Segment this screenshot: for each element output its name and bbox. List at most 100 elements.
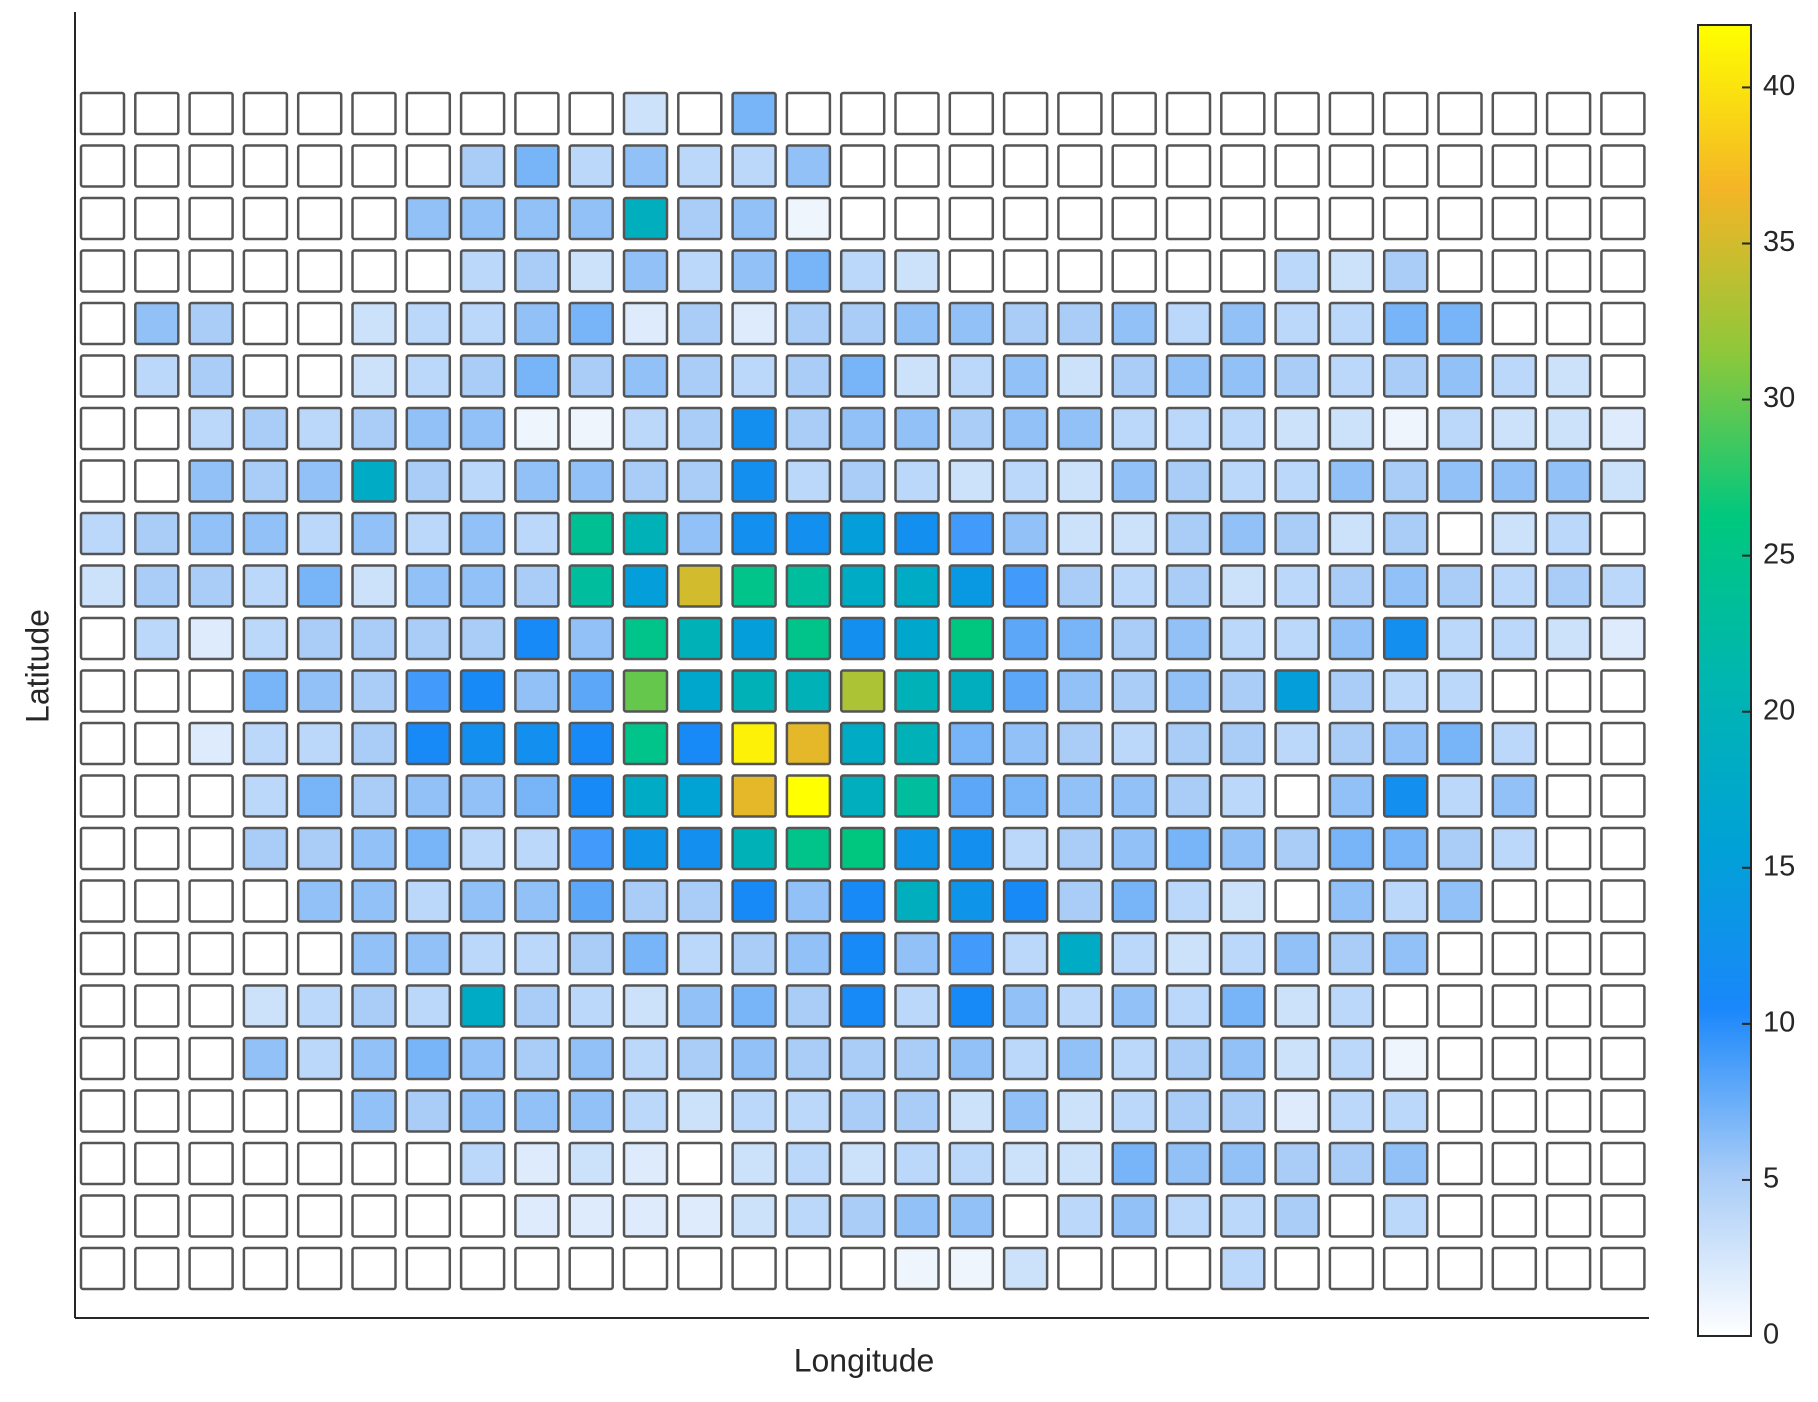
heatmap-cell bbox=[677, 459, 723, 503]
heatmap-cell bbox=[1600, 616, 1646, 661]
heatmap-cell bbox=[514, 616, 560, 661]
heatmap-cell bbox=[1328, 511, 1375, 556]
heatmap-cell bbox=[1057, 249, 1103, 293]
heatmap-cell bbox=[514, 301, 560, 346]
heatmap-cell bbox=[351, 196, 397, 241]
heatmap-cell bbox=[188, 1194, 234, 1238]
heatmap-cell bbox=[1545, 826, 1592, 871]
heatmap-cell bbox=[1491, 984, 1538, 1028]
heatmap-cell bbox=[188, 1246, 234, 1291]
heatmap-cell bbox=[731, 879, 777, 923]
heatmap-cell bbox=[1382, 511, 1429, 556]
heatmap-cell bbox=[459, 931, 506, 976]
heatmap-cell bbox=[405, 406, 452, 451]
heatmap-cell bbox=[894, 354, 940, 398]
colorbar bbox=[1697, 24, 1752, 1337]
heatmap-cell bbox=[568, 564, 614, 608]
heatmap-cell bbox=[1057, 459, 1103, 503]
heatmap-cell bbox=[1437, 826, 1483, 871]
heatmap-cell bbox=[894, 931, 940, 976]
colorbar-tick-label: 15 bbox=[1763, 850, 1795, 882]
heatmap-cell bbox=[1165, 616, 1212, 661]
heatmap-cell bbox=[1165, 564, 1212, 608]
heatmap-cell bbox=[1274, 564, 1320, 608]
heatmap-cell bbox=[1111, 984, 1157, 1028]
heatmap-cell bbox=[296, 826, 343, 871]
heatmap-cell bbox=[188, 669, 234, 713]
heatmap-cell bbox=[731, 511, 777, 556]
heatmap-cell bbox=[1491, 879, 1538, 923]
heatmap-cell bbox=[1220, 301, 1266, 346]
heatmap-cell bbox=[1600, 721, 1646, 766]
heatmap-cell bbox=[1165, 984, 1212, 1028]
heatmap-cell bbox=[622, 1194, 669, 1238]
heatmap-cell bbox=[1545, 984, 1592, 1028]
heatmap-cell bbox=[1437, 144, 1483, 188]
heatmap-cell bbox=[948, 459, 995, 503]
heatmap-cell bbox=[1165, 301, 1212, 346]
heatmap-cell bbox=[134, 564, 180, 608]
heatmap-cell bbox=[1437, 879, 1483, 923]
heatmap-cell bbox=[514, 879, 560, 923]
heatmap-cell bbox=[1491, 196, 1538, 241]
heatmap-cell bbox=[1165, 774, 1212, 818]
heatmap-cell bbox=[785, 931, 832, 976]
heatmap-cell bbox=[134, 721, 180, 766]
heatmap-cell bbox=[405, 721, 452, 766]
heatmap-cell bbox=[1274, 354, 1320, 398]
heatmap-cell bbox=[242, 1246, 289, 1291]
heatmap-cell bbox=[188, 354, 234, 398]
heatmap-cell bbox=[948, 301, 995, 346]
heatmap-cell bbox=[1057, 1194, 1103, 1238]
heatmap-cell bbox=[839, 301, 886, 346]
heatmap-cell bbox=[514, 564, 560, 608]
heatmap-cell bbox=[731, 1089, 777, 1133]
heatmap-cell bbox=[296, 984, 343, 1028]
heatmap-cell bbox=[1057, 1036, 1103, 1081]
heatmap-cell bbox=[1328, 459, 1375, 503]
heatmap-cell bbox=[296, 511, 343, 556]
heatmap-cell bbox=[1111, 879, 1157, 923]
heatmap-cell bbox=[1382, 301, 1429, 346]
heatmap-cell bbox=[79, 721, 126, 766]
heatmap-cell bbox=[731, 301, 777, 346]
colorbar-tick-label: 30 bbox=[1763, 382, 1795, 414]
heatmap-cell bbox=[1600, 1089, 1646, 1133]
heatmap-cell bbox=[459, 616, 506, 661]
heatmap-cell bbox=[1057, 564, 1103, 608]
heatmap-cell bbox=[894, 1194, 940, 1238]
heatmap-cell bbox=[351, 406, 397, 451]
heatmap-cell bbox=[1111, 459, 1157, 503]
heatmap-cell bbox=[622, 826, 669, 871]
heatmap-cell bbox=[1545, 249, 1592, 293]
heatmap-cell bbox=[1437, 931, 1483, 976]
heatmap-cell bbox=[839, 1089, 886, 1133]
heatmap-cell bbox=[622, 616, 669, 661]
heatmap-cell bbox=[1220, 1194, 1266, 1238]
heatmap-cell bbox=[242, 144, 289, 188]
heatmap-cell bbox=[242, 721, 289, 766]
heatmap-cell bbox=[1437, 1089, 1483, 1133]
heatmap-cell bbox=[894, 721, 940, 766]
heatmap-cell bbox=[296, 564, 343, 608]
heatmap-cell bbox=[1545, 1246, 1592, 1291]
heatmap-cell bbox=[731, 91, 777, 136]
heatmap-cell bbox=[1274, 1246, 1320, 1291]
heatmap-cell bbox=[731, 774, 777, 818]
heatmap-cell bbox=[1382, 1089, 1429, 1133]
heatmap-cell bbox=[1491, 826, 1538, 871]
heatmap-cell bbox=[79, 249, 126, 293]
heatmap-cell bbox=[1274, 1089, 1320, 1133]
heatmap-cell bbox=[894, 669, 940, 713]
heatmap-cell bbox=[731, 669, 777, 713]
heatmap-cell bbox=[785, 196, 832, 241]
heatmap-cell bbox=[459, 774, 506, 818]
heatmap-cell bbox=[839, 1194, 886, 1238]
heatmap-cell bbox=[622, 984, 669, 1028]
heatmap-cell bbox=[188, 301, 234, 346]
heatmap-cell bbox=[1111, 144, 1157, 188]
heatmap-cell bbox=[459, 1141, 506, 1186]
heatmap-cell bbox=[568, 1036, 614, 1081]
heatmap-cell bbox=[1437, 1246, 1483, 1291]
heatmap-cell bbox=[1328, 774, 1375, 818]
